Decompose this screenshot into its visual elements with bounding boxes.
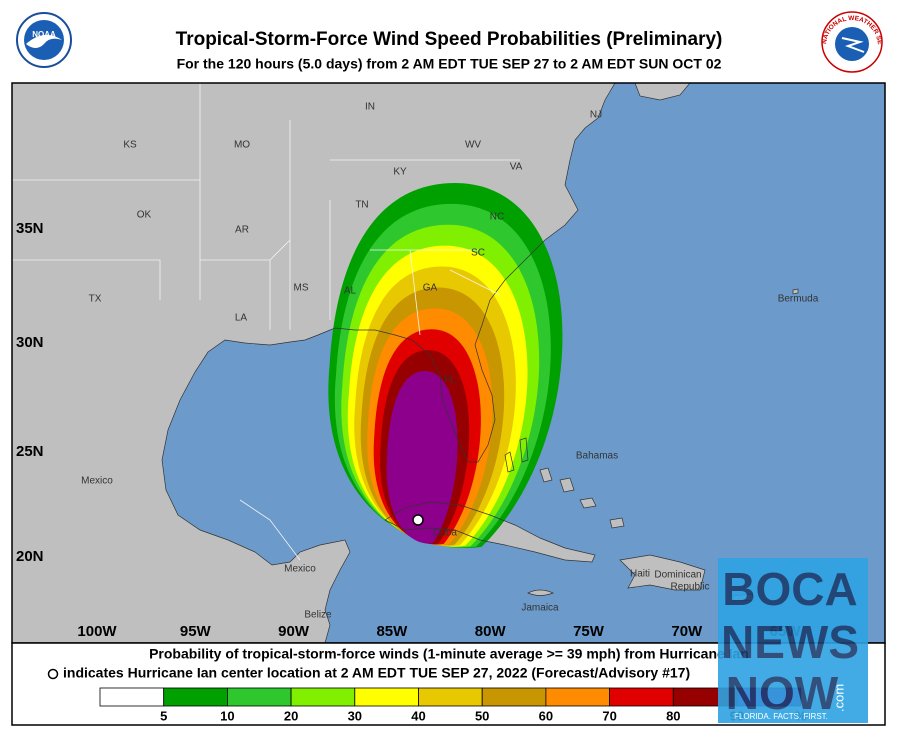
- place-label: KS: [123, 140, 137, 151]
- place-label: Mexico: [81, 476, 113, 487]
- place-label: Dominican: [654, 570, 701, 581]
- place-label: GA: [423, 283, 438, 294]
- latitude-label: 30N: [16, 334, 44, 351]
- longitude-label: 90W: [278, 623, 310, 640]
- place-label: NJ: [590, 110, 602, 121]
- place-label: TX: [89, 294, 102, 305]
- longitude-label: 85W: [376, 623, 408, 640]
- map: IN NJ KS MO WV KY VA OK AR TN NC SC TX MS AL GA LA FL Mexi…: [12, 83, 885, 643]
- legend-swatch: [354, 687, 419, 707]
- legend-swatch: [481, 687, 547, 707]
- latitude-label: 20N: [16, 548, 44, 565]
- coastline: [12, 83, 616, 643]
- legend-swatch: [99, 687, 165, 707]
- place-label: SC: [471, 248, 485, 259]
- legend-label: 20: [284, 708, 298, 723]
- coastline: [619, 554, 706, 591]
- place-label: Mexico: [284, 564, 316, 575]
- legend-label: 10: [220, 708, 234, 723]
- coastline: [634, 83, 691, 101]
- watermark-text: NEWS: [721, 616, 859, 668]
- watermark-tagline: FLORIDA. FACTS. FIRST.: [734, 712, 828, 721]
- legend-label: 70: [602, 708, 616, 723]
- longitude-label: 100W: [77, 623, 117, 640]
- latitude-label: 25N: [16, 443, 44, 460]
- longitude-label: 95W: [180, 623, 212, 640]
- place-label: Bahamas: [576, 451, 618, 462]
- place-label: WV: [465, 140, 481, 151]
- land-shape: [528, 590, 553, 596]
- place-label: AR: [235, 225, 249, 236]
- noaa-bird: [26, 34, 62, 48]
- place-label: NC: [490, 212, 504, 223]
- legend-label: 5: [160, 708, 167, 723]
- place-label: MO: [234, 140, 250, 151]
- noaa-text: NOAA: [32, 30, 56, 39]
- place-labels: IN NJ KS MO WV KY VA OK AR TN NC SC TX MS AL GA LA FL Mexi…: [81, 102, 819, 621]
- legend-swatch: [163, 687, 228, 707]
- border-lines: [12, 83, 520, 561]
- place-label: Haiti: [630, 569, 650, 580]
- land-shape: [620, 555, 705, 590]
- latitude-label: 35N: [16, 220, 44, 237]
- probability-band: [386, 371, 458, 544]
- place-label: MS: [294, 283, 309, 294]
- place-label: AL: [344, 286, 357, 297]
- legend-label: 50: [475, 708, 489, 723]
- coastlines: [12, 83, 799, 643]
- watermark-box: [718, 558, 868, 723]
- coastline: [504, 437, 625, 529]
- watermark-text: BOCA: [722, 563, 857, 615]
- place-label: Republic: [671, 582, 710, 593]
- watermark-domain: .com: [831, 684, 846, 712]
- legend-swatch: [226, 687, 292, 707]
- land-shape: [793, 289, 798, 294]
- place-label: VA: [510, 162, 523, 173]
- legend-swatch: [418, 687, 483, 707]
- borders: [12, 83, 520, 561]
- subtitle: For the 120 hours (5.0 days) from 2 AM E…: [177, 56, 722, 72]
- legend-swatch: [609, 687, 674, 707]
- caption-line: indicates Hurricane Ian center location …: [63, 665, 690, 681]
- place-label: Cuba: [433, 528, 457, 539]
- center-symbol: [47, 668, 59, 680]
- legend-label: 40: [411, 708, 425, 723]
- coastline: [527, 589, 554, 596]
- longitude-label: 70W: [671, 623, 703, 640]
- place-label: OK: [137, 210, 152, 221]
- storm-center: [412, 514, 424, 526]
- place-label: KY: [393, 167, 407, 178]
- coastline: [792, 288, 799, 295]
- legend-label: 80: [666, 708, 680, 723]
- longitude-label: 80W: [475, 623, 507, 640]
- land-shape: [505, 438, 624, 528]
- place-label: TN: [355, 200, 368, 211]
- probability-contours: [328, 183, 563, 548]
- longitude-label: 75W: [573, 623, 605, 640]
- legend-swatch: [290, 687, 356, 707]
- coastline: [384, 501, 596, 563]
- watermark-text: NOW: [726, 667, 839, 719]
- watermark: BOCA NEWS NOW .com FLORIDA. FACTS. FIRST…: [718, 558, 868, 723]
- title: Tropical-Storm-Force Wind Speed Probabil…: [176, 29, 723, 50]
- caption-line: Probability of tropical-storm-force wind…: [149, 646, 749, 662]
- place-label: FL: [444, 375, 456, 386]
- place-label: Bermuda: [778, 294, 819, 305]
- place-label: IN: [365, 102, 375, 113]
- legend-label: 60: [539, 708, 553, 723]
- place-label: LA: [235, 313, 248, 324]
- legend-label: 30: [348, 708, 362, 723]
- place-label: Jamaica: [521, 603, 559, 614]
- place-label: Belize: [304, 610, 332, 621]
- nws-bolt: [841, 37, 865, 53]
- legend-swatch: [545, 687, 611, 707]
